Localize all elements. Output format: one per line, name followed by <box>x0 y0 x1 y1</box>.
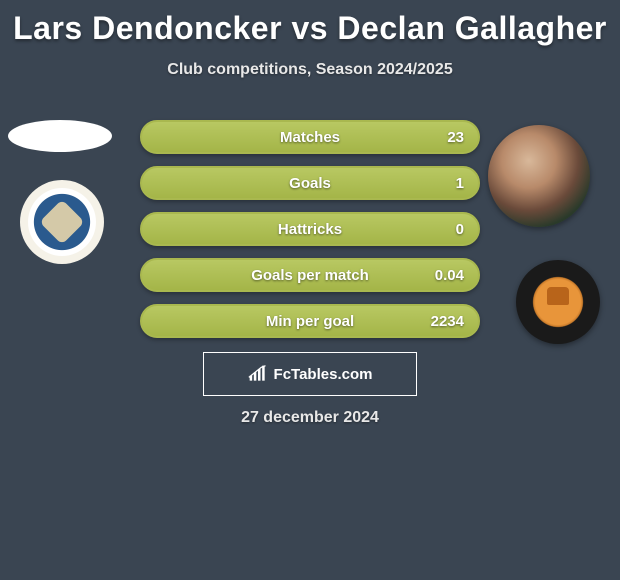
bar-chart-icon <box>248 365 268 383</box>
player-right-avatar <box>488 125 590 227</box>
stat-value-right: 0.04 <box>435 267 464 284</box>
stat-row-hattricks: Hattricks 0 <box>140 212 480 246</box>
player-left-club-badge <box>20 180 104 264</box>
snapshot-date: 27 december 2024 <box>0 409 620 427</box>
comparison-subtitle: Club competitions, Season 2024/2025 <box>0 61 620 79</box>
stat-label: Hattricks <box>278 221 342 238</box>
stat-row-goals: Goals 1 <box>140 166 480 200</box>
stat-row-goals-per-match: Goals per match 0.04 <box>140 258 480 292</box>
st-johnstone-crest-icon <box>28 188 96 256</box>
stat-label: Goals per match <box>251 267 369 284</box>
player-right-club-badge <box>516 260 600 344</box>
player-left-avatar <box>8 120 112 152</box>
stat-label: Matches <box>280 129 340 146</box>
stat-label: Goals <box>289 175 331 192</box>
stat-value-right: 23 <box>447 129 464 146</box>
stat-row-min-per-goal: Min per goal 2234 <box>140 304 480 338</box>
stat-label: Min per goal <box>266 313 354 330</box>
attribution-box[interactable]: FcTables.com <box>203 352 417 396</box>
stat-value-right: 2234 <box>431 313 464 330</box>
comparison-title: Lars Dendoncker vs Declan Gallagher <box>0 0 620 47</box>
stats-list: Matches 23 Goals 1 Hattricks 0 Goals per… <box>140 120 480 350</box>
dundee-united-crest-icon <box>529 273 587 331</box>
stat-row-matches: Matches 23 <box>140 120 480 154</box>
attribution-label: FcTables.com <box>274 366 373 383</box>
stat-value-right: 1 <box>456 175 464 192</box>
stat-value-right: 0 <box>456 221 464 238</box>
